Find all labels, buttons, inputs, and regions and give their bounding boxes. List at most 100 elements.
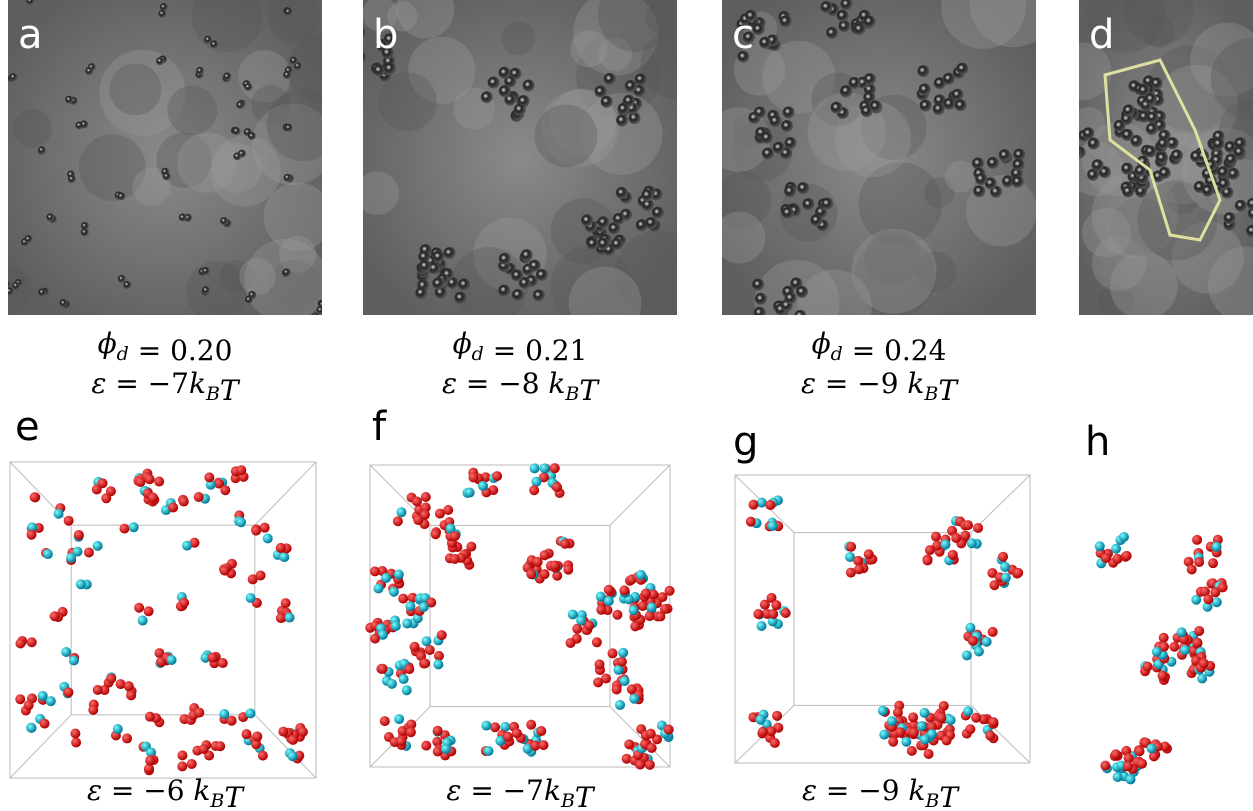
sphere	[765, 500, 776, 511]
blur	[1166, 182, 1199, 215]
math-text: = −7	[106, 367, 189, 400]
particle	[223, 72, 232, 81]
sphere	[15, 694, 26, 705]
sphere	[616, 656, 627, 667]
simulation	[734, 474, 1031, 764]
blur	[251, 85, 291, 125]
sphere	[615, 699, 626, 710]
sphere	[1158, 632, 1169, 643]
sphere	[123, 681, 134, 692]
sphere	[418, 601, 429, 612]
sphere	[759, 599, 770, 610]
sphere	[287, 751, 298, 762]
particle	[759, 36, 772, 49]
particle	[80, 120, 89, 129]
sphere	[635, 759, 646, 770]
sphere	[373, 583, 384, 594]
math-symbol: ε	[87, 774, 102, 807]
sphere	[772, 710, 783, 721]
particle	[863, 15, 876, 28]
particle	[753, 306, 766, 315]
particle	[634, 73, 647, 86]
particle	[37, 146, 46, 155]
particle	[840, 0, 853, 11]
particle	[80, 228, 89, 237]
sphere	[145, 755, 156, 766]
particle	[67, 174, 76, 183]
sphere	[853, 555, 864, 566]
blur	[762, 40, 836, 114]
sphere	[432, 725, 443, 736]
sphere	[646, 602, 657, 613]
blur	[251, 103, 322, 186]
math-text: = −9	[816, 367, 907, 400]
outline	[1103, 58, 1222, 242]
sphere	[92, 684, 103, 695]
sphere	[445, 523, 456, 534]
particle	[956, 62, 969, 75]
caption: ε = −6 kBT	[87, 774, 245, 811]
sphere	[500, 721, 511, 732]
sphere	[154, 476, 165, 487]
micrograph-content	[1057, 0, 1253, 315]
micrograph-bg	[722, 0, 1036, 315]
particle	[597, 216, 610, 229]
particle	[1130, 134, 1143, 147]
blur	[1109, 251, 1178, 315]
blur	[1123, 0, 1194, 46]
sphere	[280, 598, 291, 609]
sphere	[143, 606, 154, 617]
sphere	[115, 679, 126, 690]
blur	[549, 88, 617, 156]
math-symbol: k	[193, 774, 210, 807]
subscript: d	[472, 343, 484, 365]
blur	[944, 160, 977, 193]
sphere	[426, 597, 437, 608]
particle	[1134, 164, 1147, 177]
caption: ε = −7kBT	[91, 367, 241, 407]
blur	[598, 36, 633, 71]
panel-label: e	[15, 404, 40, 450]
sphere	[963, 520, 974, 531]
sphere	[757, 726, 768, 737]
box-inner	[70, 524, 256, 716]
particle	[8, 280, 11, 289]
sphere	[217, 658, 228, 669]
sphere	[981, 636, 992, 647]
math-symbol: ε	[91, 367, 106, 400]
caption: ϕd = 0.24	[812, 327, 947, 367]
particle	[1057, 166, 1069, 178]
sphere	[179, 597, 190, 608]
particle	[1217, 166, 1230, 179]
blur	[1147, 45, 1235, 132]
particle	[838, 20, 851, 33]
sphere	[1146, 743, 1157, 754]
sphere	[552, 570, 563, 581]
sphere	[644, 611, 655, 622]
sphere	[965, 724, 976, 735]
sphere	[396, 507, 407, 518]
particle	[316, 306, 322, 315]
sphere	[1151, 646, 1162, 657]
sphere	[755, 714, 766, 725]
sphere	[440, 743, 451, 754]
sphere	[767, 616, 778, 627]
sphere	[908, 727, 919, 738]
simulation	[9, 461, 317, 779]
sphere	[411, 496, 422, 507]
blur	[8, 266, 32, 314]
particle	[600, 95, 613, 108]
sphere	[879, 729, 890, 740]
particle	[790, 277, 803, 290]
particle	[1091, 159, 1104, 172]
sphere	[193, 492, 204, 503]
sphere	[1100, 760, 1111, 771]
sphere	[198, 744, 209, 755]
micrograph-content	[722, 0, 1036, 315]
particle	[603, 72, 616, 85]
simulation	[365, 463, 675, 770]
sphere	[388, 586, 399, 597]
micrograph-content	[363, 0, 677, 315]
sphere	[767, 520, 778, 531]
